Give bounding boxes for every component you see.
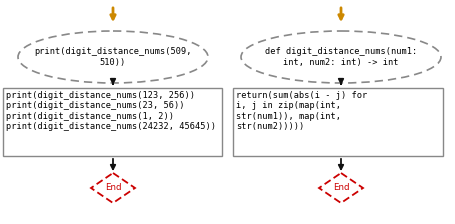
Text: def digit_distance_nums(num1:
int, num2: int) -> int: def digit_distance_nums(num1: int, num2:… [264,47,416,67]
Bar [233,88,442,156]
Text: End: End [332,183,349,192]
Text: print(digit_distance_nums(509,
510)): print(digit_distance_nums(509, 510)) [34,47,192,67]
Polygon shape [318,173,362,203]
Ellipse shape [18,31,207,83]
Ellipse shape [241,31,440,83]
Text: return(sum(abs(i - j) for
i, j in zip(map(int,
str(num1)), map(int,
str(num2)))): return(sum(abs(i - j) for i, j in zip(ma… [236,91,366,131]
Polygon shape [91,173,135,203]
Text: print(digit_distance_nums(123, 256))
print(digit_distance_nums(23, 56))
print(di: print(digit_distance_nums(123, 256)) pri… [6,91,216,131]
Text: End: End [105,183,121,192]
Bar [3,88,222,156]
